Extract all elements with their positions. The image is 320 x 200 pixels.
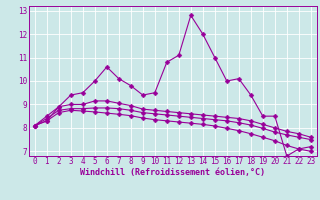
X-axis label: Windchill (Refroidissement éolien,°C): Windchill (Refroidissement éolien,°C) <box>80 168 265 177</box>
